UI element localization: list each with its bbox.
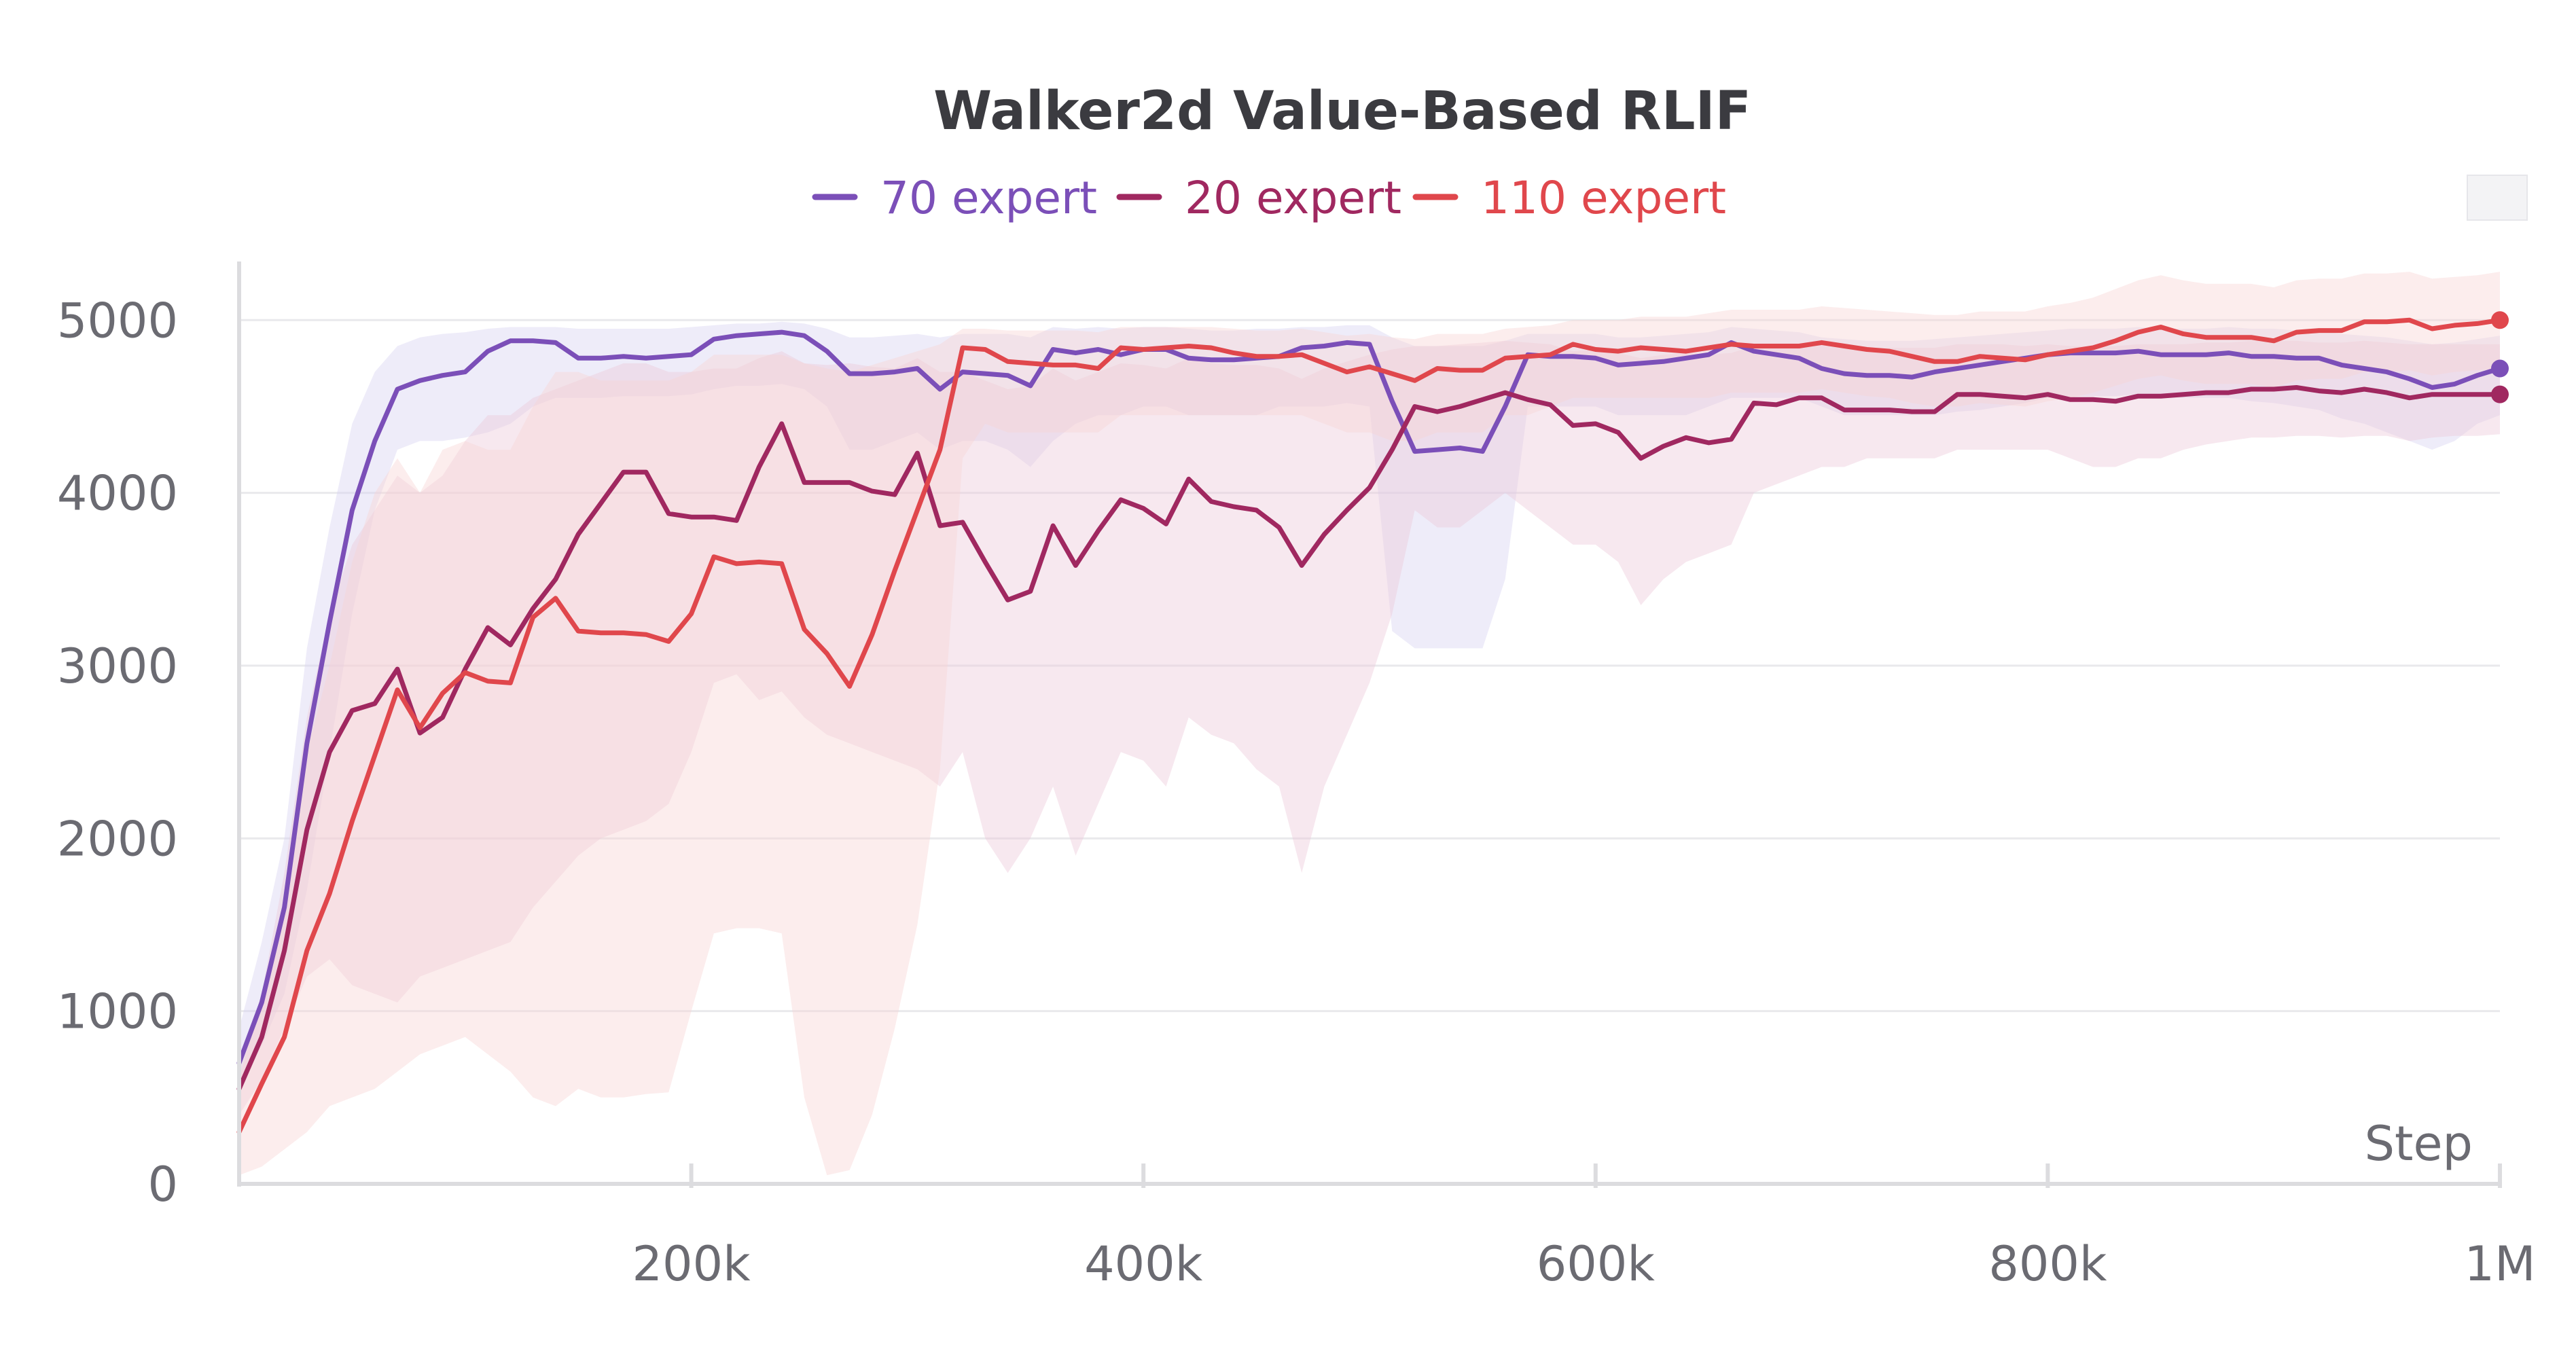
x-tick-label: 400k bbox=[1084, 1236, 1203, 1292]
legend-item-20-expert[interactable]: 20 expert bbox=[1116, 172, 1401, 224]
axes bbox=[237, 261, 2502, 1188]
band-20-expert bbox=[239, 340, 2500, 1115]
legend-item-70-expert[interactable]: 70 expert bbox=[812, 172, 1097, 224]
series-line-70-expert[interactable] bbox=[236, 329, 2503, 1066]
tick-labels: 0 1000 2000 3000 4000 5000 200k 400k 600k 800k 1M bbox=[57, 293, 2536, 1292]
legend-label: 20 expert bbox=[1185, 172, 1401, 224]
x-axis-label: Step bbox=[2365, 1116, 2473, 1172]
legend-label: 110 expert bbox=[1481, 172, 1726, 224]
x-tick-label: 1M bbox=[2465, 1236, 2536, 1292]
chart-title: Walker2d Value-Based RLIF bbox=[933, 81, 1751, 142]
y-tick-label: 3000 bbox=[57, 638, 178, 694]
legend-label: 70 expert bbox=[880, 172, 1097, 224]
endpoint-110-expert[interactable] bbox=[2491, 311, 2509, 329]
series-lines bbox=[236, 317, 2503, 1135]
confidence-bands bbox=[239, 272, 2500, 1176]
y-tick-label: 5000 bbox=[57, 293, 178, 348]
y-tick-label: 4000 bbox=[57, 466, 178, 522]
series-line-20-expert[interactable] bbox=[236, 385, 2503, 1092]
y-tick-label: 2000 bbox=[57, 811, 178, 867]
band-110-expert bbox=[239, 272, 2500, 1176]
x-tick-label: 800k bbox=[1988, 1236, 2107, 1292]
legend-scroll-handle[interactable] bbox=[2467, 175, 2528, 221]
x-tick-label: 200k bbox=[632, 1236, 751, 1292]
y-tick-label: 1000 bbox=[57, 984, 178, 1040]
endpoint-20-expert[interactable] bbox=[2491, 385, 2509, 403]
x-tick-label: 600k bbox=[1537, 1236, 1656, 1292]
series-endpoints bbox=[2491, 311, 2509, 403]
gridlines bbox=[239, 319, 2500, 1013]
endpoint-70-expert[interactable] bbox=[2491, 359, 2509, 378]
band-70-expert bbox=[239, 321, 2500, 1089]
y-tick-label: 0 bbox=[147, 1157, 178, 1212]
legend-item-110-expert[interactable]: 110 expert bbox=[1412, 172, 1726, 224]
series-line-110-expert[interactable] bbox=[236, 317, 2503, 1135]
legend: 70 expert 20 expert 110 expert bbox=[812, 172, 1726, 224]
